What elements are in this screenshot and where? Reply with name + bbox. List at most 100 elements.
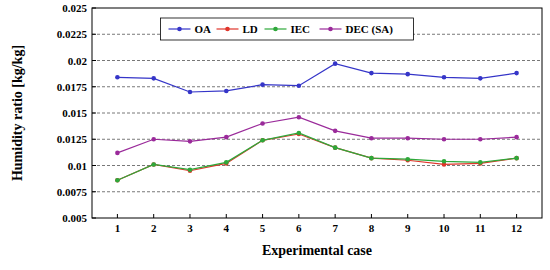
x-tick [407,214,408,218]
series-marker [260,121,265,126]
x-tick-label: 2 [151,222,157,234]
grid-line [92,191,542,192]
series-marker [115,75,120,80]
series-marker [188,167,193,172]
y-tick-label: 0.0225 [57,28,88,40]
series-marker [115,151,120,156]
x-tick [262,214,263,218]
legend-label: LD [243,23,258,35]
series-marker [514,71,519,76]
x-tick-label: 3 [187,222,193,234]
legend-marker [273,27,278,32]
series-marker [478,76,483,81]
x-tick [371,214,372,218]
series-marker [369,156,374,161]
series-marker [151,162,156,167]
legend-label: DEC (SA) [346,23,394,36]
series-marker [442,75,447,80]
series-marker [405,136,410,141]
y-tick [92,139,96,140]
x-tick-label: 6 [296,222,302,234]
legend-marker [225,27,230,32]
x-tick-label: 1 [115,222,121,234]
series-marker [478,160,483,165]
x-tick [335,214,336,218]
series-marker [442,159,447,164]
y-tick-label: 0.005 [62,212,87,224]
legend-marker [328,27,333,32]
y-axis-label: Humidity ratio [kg/kg] [10,45,25,181]
series-marker [115,178,120,183]
x-tick-label: 10 [439,222,451,234]
x-tick [444,214,445,218]
series-marker [333,145,338,150]
legend-marker [177,27,182,32]
x-tick-label: 8 [369,222,375,234]
y-tick-label: 0.02 [68,55,88,67]
y-tick [92,86,96,87]
series-marker [478,137,483,142]
series-marker [115,178,120,183]
series-marker [151,137,156,142]
series-marker [514,135,519,140]
series-marker [260,138,265,143]
series-marker [369,156,374,161]
x-tick [516,214,517,218]
series-marker [369,71,374,76]
y-tick-label: 0.0175 [57,81,88,93]
y-tick-label: 0.025 [62,2,87,14]
plot-frame [92,8,542,218]
x-tick [226,214,227,218]
series-marker [442,137,447,142]
x-tick [153,214,154,218]
x-tick-label: 12 [511,222,523,234]
series-marker [369,136,374,141]
series-group [115,61,519,182]
series-line [117,117,516,153]
y-tick-label: 0.01 [68,160,87,172]
series-marker [514,156,519,161]
x-axis-label: Experimental case [262,243,372,258]
series-marker [188,139,193,144]
series-line [117,64,516,92]
series-marker [514,156,519,161]
series-marker [297,83,302,88]
grid-line [92,113,542,114]
grid-line [92,86,542,87]
series-marker [297,131,302,136]
x-tick-label: 9 [405,222,411,234]
series-marker [333,61,338,66]
series-marker [151,162,156,167]
series-marker [260,138,265,143]
x-tick [298,214,299,218]
series-marker [224,160,229,165]
legend: OA LD IEC DEC (SA) [161,18,414,40]
y-tick-label: 0.0125 [57,133,88,145]
grid-line [92,60,542,61]
chart-container: 0.005 0.0075 0.01 0.0125 0.015 0.0175 0.02 0.02… [0,0,550,270]
y-tick-label: 0.015 [62,107,87,119]
legend-label: OA [195,23,212,35]
legend-label: IEC [291,23,311,35]
chart-svg: 0.005 0.0075 0.01 0.0125 0.015 0.0175 0.02 0.02… [0,0,550,270]
y-tick [92,165,96,166]
x-tick [480,214,481,218]
series-marker [188,90,193,95]
legend-box [161,18,414,40]
x-tick-label: 4 [224,222,230,234]
y-tick [92,60,96,61]
series-marker [297,115,302,120]
series-marker [151,76,156,81]
series-marker [224,135,229,140]
x-tick [189,214,190,218]
x-tick-label: 7 [332,222,338,234]
y-tick-label: 0.0075 [57,186,88,198]
series-marker [405,72,410,77]
y-tick [92,34,96,35]
x-tick [117,214,118,218]
y-tick [92,113,96,114]
x-tick-label: 11 [475,222,485,234]
series-marker [333,145,338,150]
series-marker [333,129,338,134]
x-tick-label: 5 [260,222,266,234]
